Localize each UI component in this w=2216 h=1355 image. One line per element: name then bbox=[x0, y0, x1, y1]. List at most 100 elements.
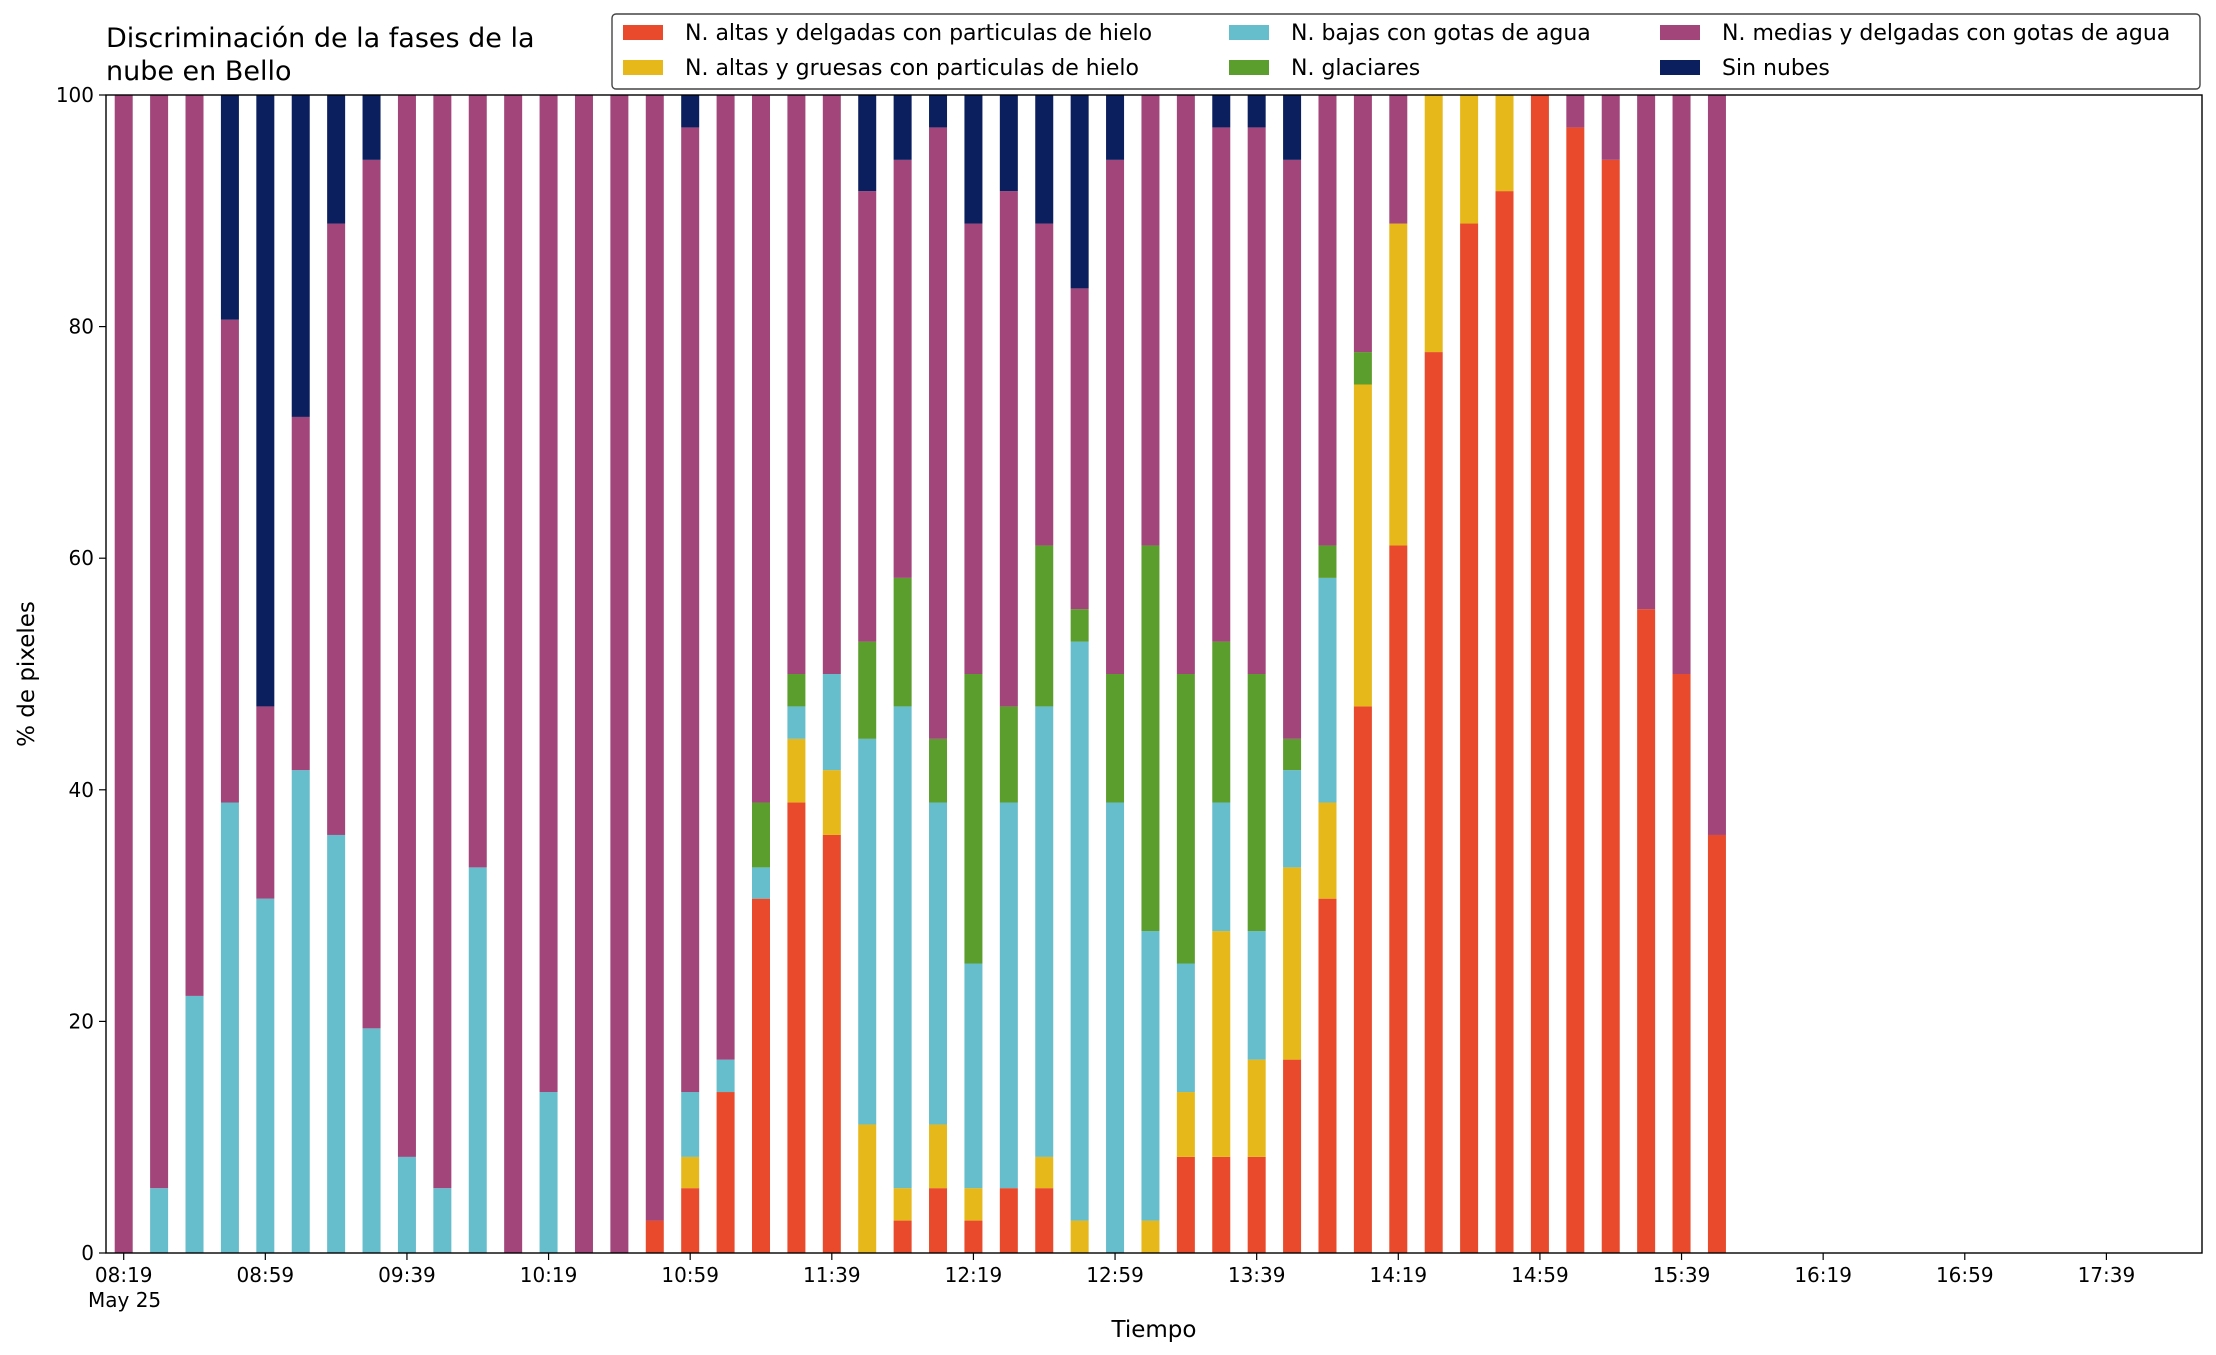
bar-segment bbox=[1247, 95, 1266, 128]
bar-segment bbox=[716, 1059, 735, 1093]
bar-segment bbox=[822, 770, 841, 835]
bar-segment bbox=[681, 95, 700, 128]
bar-segment bbox=[929, 127, 948, 739]
bar-segment bbox=[1566, 127, 1585, 1254]
x-tick-label: 13:39 bbox=[1228, 1263, 1286, 1287]
bar-segment bbox=[1247, 674, 1266, 932]
bar-segment bbox=[1283, 770, 1302, 868]
bar-segment bbox=[468, 95, 487, 868]
bar-segment bbox=[1141, 545, 1160, 932]
bar-segment bbox=[681, 1156, 700, 1189]
bar-segment bbox=[1035, 545, 1054, 707]
bar-segment bbox=[787, 706, 806, 739]
bar-segment bbox=[858, 641, 877, 739]
plot-frame bbox=[105, 94, 2203, 1254]
bar-segment bbox=[504, 95, 523, 1253]
bar-segment bbox=[1318, 545, 1337, 578]
bar-segment bbox=[1176, 1092, 1195, 1157]
bar-segment bbox=[256, 95, 275, 707]
bar-segment bbox=[1460, 223, 1479, 1254]
bar-segment bbox=[1035, 223, 1054, 546]
bar-segment bbox=[964, 95, 983, 224]
bar-segment bbox=[999, 95, 1018, 192]
x-date-label: May 25 bbox=[88, 1288, 161, 1312]
legend-label: N. altas y gruesas con particulas de hie… bbox=[685, 56, 1139, 81]
bar-segment bbox=[1247, 1059, 1266, 1157]
bar-segment bbox=[114, 95, 133, 1253]
legend-label: Sin nubes bbox=[1722, 56, 1830, 81]
bar-segment bbox=[397, 95, 416, 1157]
x-tick-label: 12:59 bbox=[1086, 1263, 1144, 1287]
legend-swatch bbox=[1229, 25, 1269, 40]
x-tick-label: 08:19 bbox=[95, 1263, 153, 1287]
bar-segment bbox=[291, 416, 310, 771]
x-axis-label: Tiempo bbox=[1111, 1317, 1197, 1343]
bar-segment bbox=[1389, 545, 1408, 1253]
bar-segment bbox=[822, 834, 841, 1253]
bar-segment bbox=[1495, 95, 1514, 192]
bar-segment bbox=[327, 95, 346, 224]
x-tick-label: 08:59 bbox=[237, 1263, 295, 1287]
bar-segment bbox=[1070, 95, 1089, 289]
bar-segment bbox=[1283, 95, 1302, 160]
bar-segment bbox=[964, 674, 983, 964]
bar-segment bbox=[539, 95, 558, 1093]
bar-segment bbox=[1318, 802, 1337, 899]
bar-segment bbox=[1318, 898, 1337, 1253]
bar-segment bbox=[220, 95, 239, 320]
bar-segment bbox=[1637, 609, 1656, 1253]
bar-segment bbox=[681, 1188, 700, 1253]
legend-swatch bbox=[1660, 60, 1700, 75]
y-tick-label: 0 bbox=[81, 1241, 94, 1265]
bar-segment bbox=[433, 95, 452, 1189]
bar-segment bbox=[1176, 1156, 1195, 1253]
bar-segment bbox=[1035, 1188, 1054, 1253]
legend-label: N. altas y delgadas con particulas de hi… bbox=[685, 21, 1152, 46]
bar-segment bbox=[1247, 1156, 1266, 1253]
bar-segment bbox=[645, 1220, 664, 1253]
bar-segment bbox=[1176, 963, 1195, 1093]
bar-segment bbox=[1070, 1220, 1089, 1253]
bar-segment bbox=[1106, 802, 1125, 1253]
bar-segment bbox=[327, 223, 346, 835]
bar-segment bbox=[1283, 867, 1302, 1060]
bar-segment bbox=[858, 1124, 877, 1253]
bar-segment bbox=[1212, 95, 1231, 128]
bar-segment bbox=[893, 706, 912, 1189]
bar-segment bbox=[1212, 931, 1231, 1157]
legend-swatch bbox=[623, 60, 663, 75]
bar-segment bbox=[1424, 95, 1443, 353]
bar-segment bbox=[362, 95, 381, 160]
bar-segment bbox=[964, 223, 983, 674]
y-tick-label: 20 bbox=[69, 1009, 94, 1033]
bar-segment bbox=[1070, 641, 1089, 1221]
legend-swatch bbox=[1229, 60, 1269, 75]
bar-segment bbox=[929, 738, 948, 803]
bar-segment bbox=[787, 674, 806, 707]
bar-segment bbox=[1212, 641, 1231, 803]
bar-segment bbox=[1318, 95, 1337, 546]
bar-segment bbox=[1141, 95, 1160, 546]
bar-segment bbox=[150, 1188, 169, 1253]
x-tick-label: 14:59 bbox=[1511, 1263, 1569, 1287]
bar-segment bbox=[1212, 802, 1231, 932]
bar-segment bbox=[752, 95, 770, 803]
bar-segment bbox=[1353, 706, 1372, 1253]
bar-segment bbox=[893, 1188, 912, 1221]
bar-segment bbox=[787, 738, 806, 803]
y-axis-label: % de pixeles bbox=[14, 601, 40, 747]
bar-segment bbox=[1353, 384, 1372, 707]
bar-segment bbox=[893, 1220, 912, 1253]
bar-segment bbox=[716, 95, 735, 1060]
x-tick-label: 09:39 bbox=[378, 1263, 436, 1287]
bar-segment bbox=[1637, 95, 1656, 610]
x-tick-label: 15:39 bbox=[1653, 1263, 1711, 1287]
bar-segment bbox=[858, 191, 877, 642]
bar-segment bbox=[752, 898, 770, 1253]
bar-segment bbox=[929, 1188, 948, 1253]
bar-segment bbox=[185, 995, 204, 1253]
bar-segment bbox=[1106, 95, 1125, 160]
bar-segment bbox=[327, 834, 346, 1253]
bar-segment bbox=[787, 95, 806, 674]
